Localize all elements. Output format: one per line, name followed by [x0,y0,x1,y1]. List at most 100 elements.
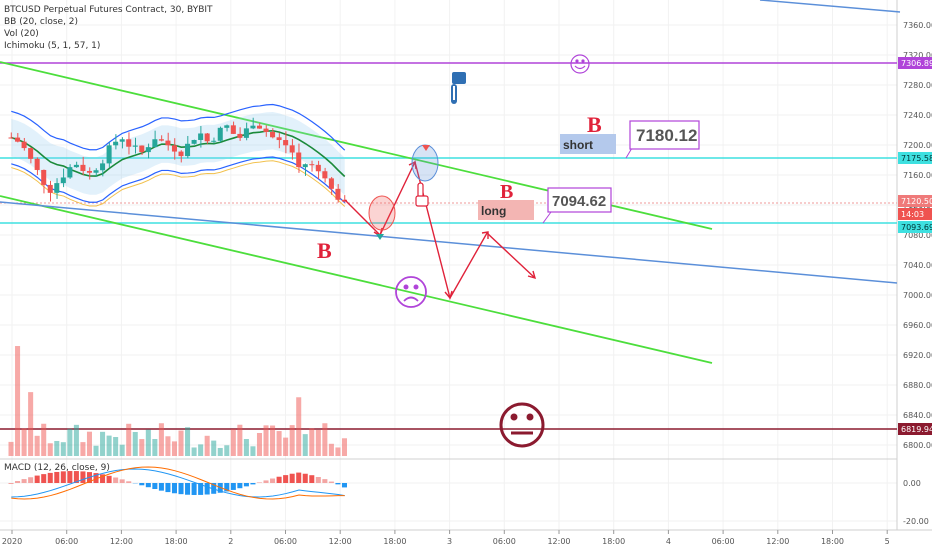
volume-bar [328,443,334,456]
macd-bar [93,473,99,483]
volume-bar [158,423,164,456]
volume-bar [302,434,308,456]
candle-body [243,128,249,138]
indicator-ichimoku[interactable]: Ichimoku (5, 1, 57, 1) [4,41,101,51]
candle-body [341,199,347,202]
candle-body [328,178,334,189]
volume-bar [178,430,184,456]
macd-bar [315,477,321,483]
volume-bar [224,445,230,456]
macd-bar [15,481,21,483]
price-tick-label: 6920.00 [903,351,932,360]
macd-bar [335,483,341,485]
price-axis-panel [897,0,932,530]
candle-body [171,145,177,152]
bb-upper [11,103,346,151]
hand-pointer-up-icon [415,182,429,207]
price-tag-label: 6819.94 [901,425,932,434]
time-tick-label: 06:00 [274,537,297,546]
macd-bar [152,483,158,490]
short-price-text: 7180.12 [636,126,697,145]
price-tick-label: 7080.00 [903,231,932,240]
macd-bar [100,474,106,483]
trendline-blue-top [759,0,901,13]
macd-bar [270,478,276,483]
candle-body [139,145,145,153]
buy-arrow-icon [376,234,384,240]
time-tick-label: 12:00 [329,537,352,546]
macd-bar [341,483,347,488]
short-zone-box [560,134,616,154]
candle-body [34,158,40,170]
b-marker-short: B [587,112,602,137]
candle-body [28,148,34,159]
candle-body [67,167,73,178]
volume-bar [289,425,295,456]
indicator-bb[interactable]: BB (20, close, 2) [4,17,79,27]
macd-bar [60,471,66,483]
volume-bar [132,431,138,456]
sad-face-icon [395,276,427,308]
macd-bar [185,483,191,495]
time-tick-label: 18:00 [821,537,844,546]
macd-bar [302,473,308,483]
price-tags: 7306.89 7175.58 7120.50 14:03 7093.69 6819.94 [898,57,932,435]
time-tick-label: 2 [228,537,233,546]
time-tick-label: 3 [447,537,452,546]
volume-bar [309,428,315,456]
price-tick-label: 7200.00 [903,141,932,150]
sell-zone-circle [411,144,439,182]
volume-bar [165,436,171,456]
volume-bar [237,424,243,456]
projection-arrows [344,159,537,300]
candle-body [270,131,276,138]
price-tick-label: 6880.00 [903,381,932,390]
candle-body [276,137,282,141]
candle-body [283,140,289,146]
macd-tick-label: -20.00 [903,517,929,526]
time-tick-label: 12:00 [547,537,570,546]
indicator-vol[interactable]: Vol (20) [4,29,39,39]
macd-legend[interactable]: MACD (12, 26, close, 9) [4,463,110,473]
volume-bar [171,441,177,456]
time-tick-label: 12:00 [110,537,133,546]
volume-bar [28,392,34,456]
volume-bar [145,429,151,456]
callout-long-pointer [542,211,552,224]
volume-bar [211,440,217,456]
candle-body [93,170,99,173]
volume-bar [34,435,40,456]
time-axis[interactable]: 2020 06:00 12:00 18:00 2 06:00 12:00 18:00 3 06:0… [2,530,890,546]
macd-bar [73,471,79,483]
macd-bar [328,481,334,483]
candle-body [80,164,86,171]
sell-arrow-icon [422,145,430,151]
macd-bar [230,483,236,490]
price-tick-label: 7320.00 [903,51,932,60]
candle-body [315,164,321,172]
bb-lower [11,156,346,204]
price-tick-label: 7280.00 [903,81,932,90]
macd-histogram [8,466,347,500]
volume-bar [185,427,191,456]
macd-bar [54,471,60,483]
macd-bar [126,481,132,483]
macd-bar [211,483,217,494]
macd-bar [289,473,295,483]
bollinger-bands [11,103,346,204]
time-tick-label: 06:00 [493,537,516,546]
arrow-head-2 [408,160,417,170]
macd-bar [41,474,47,483]
volume-bar [93,445,99,456]
candle-body [217,127,223,141]
callout-short-pointer [625,147,633,159]
candle-body [198,133,204,140]
macd-bar [80,471,86,483]
candle-body [302,164,308,168]
candle-body [204,133,210,142]
macd-bar [237,483,243,489]
volume-bar [276,431,282,456]
volume-bar [73,424,79,456]
hand-pointer-down-icon [451,72,466,104]
